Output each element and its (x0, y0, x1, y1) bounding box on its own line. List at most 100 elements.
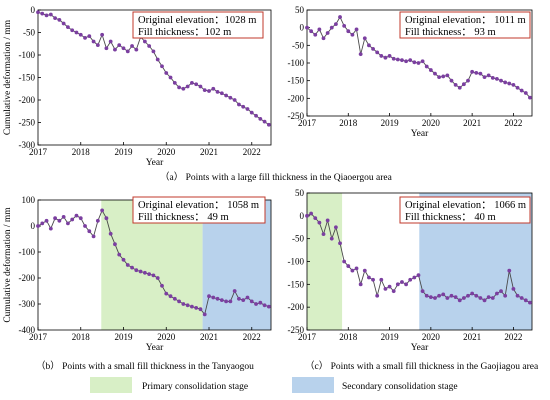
data-point (400, 58, 404, 63)
y-tick-label: -150 (288, 279, 305, 289)
info-box (132, 196, 266, 224)
data-point (266, 122, 271, 127)
y-tick-label: -200 (19, 95, 36, 105)
data-point (160, 283, 164, 288)
info-box-line: Fill thickness： 40 m (405, 212, 496, 223)
data-point (420, 59, 425, 64)
data-point (445, 73, 450, 78)
data-point (87, 34, 92, 38)
data-point (142, 39, 147, 44)
data-point (313, 216, 318, 221)
legend-secondary-label: Secondary consolidation stage (342, 382, 458, 392)
data-point (428, 68, 433, 72)
data-point (503, 80, 508, 85)
y-tick-label: -250 (288, 325, 305, 335)
data-point (108, 39, 113, 44)
data-point (249, 110, 254, 115)
data-point (87, 229, 92, 234)
y-tick-label: -400 (19, 325, 36, 335)
data-point (95, 218, 100, 223)
data-point (433, 296, 437, 300)
data-point (95, 43, 100, 47)
data-point (177, 299, 181, 304)
data-point (36, 10, 40, 15)
data-point (466, 293, 470, 298)
x-tick-label: 2020 (157, 332, 176, 342)
legend-primary-swatch (90, 377, 132, 393)
data-point (474, 293, 479, 298)
data-point (428, 295, 433, 300)
data-point (395, 282, 400, 287)
y-tick-label: -50 (292, 234, 304, 244)
caption-b: （b） Points with a small fill thickness i… (36, 360, 254, 372)
data-point (387, 54, 392, 58)
data-point (40, 221, 45, 226)
data-point (317, 27, 322, 32)
data-point (108, 231, 113, 236)
data-point (338, 241, 342, 246)
data-point (232, 98, 237, 102)
data-point (211, 295, 216, 300)
info-box-line: Original elevation： 1058 m (138, 200, 259, 211)
y-tick-label: -100 (288, 58, 305, 68)
x-tick-label: 2020 (422, 118, 441, 128)
info-box-line: Original elevation：1028 m (138, 15, 256, 26)
data-point (358, 52, 363, 57)
x-tick-label: 2022 (243, 332, 261, 342)
data-point (194, 306, 199, 310)
x-tick-label: 2019 (381, 332, 400, 342)
data-point (48, 226, 53, 231)
x-tick-label: 2017 (298, 118, 317, 128)
data-point (499, 78, 503, 83)
data-point (254, 302, 258, 306)
x-tick-label: 2022 (243, 147, 261, 157)
data-point (350, 32, 355, 37)
y-tick-label: -300 (19, 299, 36, 309)
data-point (461, 82, 466, 87)
data-point (350, 268, 355, 273)
data-point (185, 303, 190, 308)
data-point (198, 84, 203, 89)
data-point (237, 296, 241, 301)
data-point (104, 46, 109, 51)
data-point (321, 232, 326, 237)
data-point (333, 22, 338, 27)
data-point (48, 12, 53, 17)
x-tick-label: 2019 (115, 332, 134, 342)
data-point (507, 268, 512, 273)
data-point (346, 29, 351, 34)
data-point (44, 218, 49, 223)
data-point (237, 102, 241, 107)
data-point (130, 265, 134, 270)
x-tick-label: 2018 (72, 147, 91, 157)
data-point (83, 224, 87, 228)
data-point (160, 64, 164, 69)
data-point (511, 287, 516, 291)
x-axis-label: Year (146, 158, 164, 168)
data-point (228, 299, 233, 304)
y-tick-label: -50 (23, 28, 35, 38)
data-point (437, 293, 442, 298)
data-point (121, 46, 126, 51)
data-point (215, 90, 220, 94)
data-point (66, 25, 70, 29)
data-point (490, 75, 495, 80)
data-point (309, 211, 314, 216)
data-point (387, 284, 392, 289)
info-box (399, 196, 531, 224)
data-point (486, 73, 491, 78)
data-point (121, 257, 126, 262)
x-tick-label: 2022 (504, 118, 522, 128)
data-point (262, 119, 267, 124)
y-tick-label: -200 (19, 273, 36, 283)
x-tick-label: 2021 (463, 118, 481, 128)
y-tick-label: 0 (300, 211, 305, 221)
data-point (383, 55, 388, 60)
caption-c: （c） Points with a small fill thickness i… (305, 360, 539, 372)
data-point (74, 213, 79, 218)
data-point (241, 298, 246, 302)
data-point (151, 273, 156, 278)
data-point (181, 86, 186, 91)
data-point (207, 294, 211, 299)
